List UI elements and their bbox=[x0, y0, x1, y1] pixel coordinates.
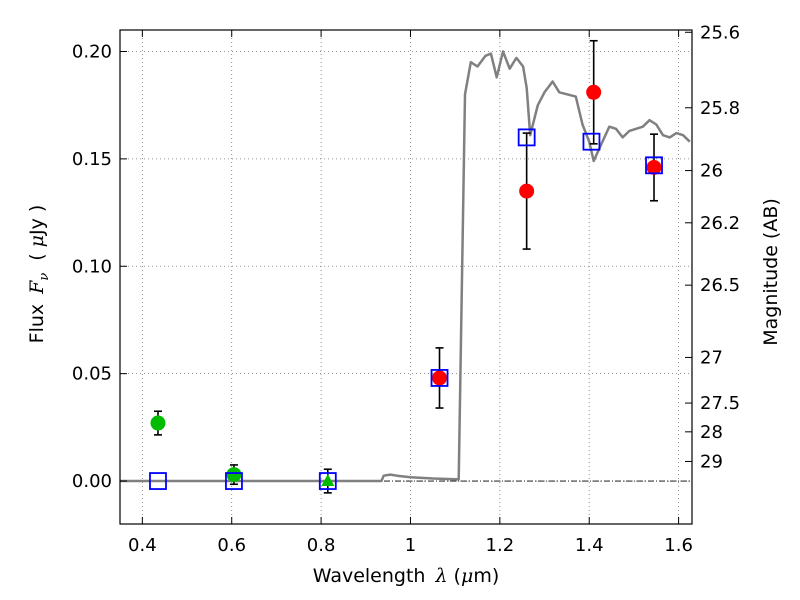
y-axis-label: FluxFν( μJy ) bbox=[26, 205, 52, 344]
y-tick-label: 0.20 bbox=[72, 41, 112, 62]
x-tick-label: 1 bbox=[405, 535, 416, 556]
x-tick-label: 1.4 bbox=[575, 535, 604, 556]
x-tick-label: 0.4 bbox=[128, 535, 157, 556]
model-point-square bbox=[149, 472, 167, 490]
y2-tick-label: 29 bbox=[700, 451, 723, 472]
model-point-square bbox=[582, 132, 601, 151]
data-points bbox=[149, 39, 663, 494]
data-point-circle bbox=[586, 84, 602, 100]
model-point-square bbox=[430, 369, 449, 387]
data-point-circle bbox=[646, 159, 662, 175]
axis-ticks: 0.4 0.6 0.8 1 1.2 1.4 1.6 0.00 0.05 0.10 0.15 0.20 2… bbox=[72, 22, 740, 556]
x-tick-label: 1.2 bbox=[486, 535, 515, 556]
y2-tick-label: 26.5 bbox=[700, 275, 740, 296]
grid-lines bbox=[120, 30, 692, 524]
y2-tick-label: 26.2 bbox=[700, 213, 740, 234]
template-spectrum-line bbox=[120, 50, 691, 483]
y-tick-label: 0.05 bbox=[72, 364, 112, 385]
model-point-square bbox=[225, 472, 243, 490]
data-point-circle bbox=[150, 415, 166, 431]
model-point-square bbox=[517, 128, 536, 147]
data-point-triangle bbox=[321, 474, 335, 487]
x-tick-label: 0.6 bbox=[217, 535, 246, 556]
model-point-square bbox=[318, 472, 337, 490]
x-tick-label: 0.8 bbox=[307, 535, 336, 556]
y2-tick-label: 25.6 bbox=[700, 22, 740, 43]
template-spectrum bbox=[120, 50, 691, 483]
y2-tick-label: 27 bbox=[700, 347, 723, 368]
plot-frame bbox=[119, 29, 693, 525]
data-point-circle bbox=[432, 370, 448, 386]
y2-axis-label: Magnitude (AB) bbox=[760, 198, 782, 346]
y2-tick-label: 25.8 bbox=[700, 98, 740, 119]
data-point-circle bbox=[519, 183, 535, 199]
x-axis-label: Wavelength λ (μm) bbox=[313, 565, 500, 587]
y-tick-label: 0.15 bbox=[72, 149, 112, 170]
y-tick-label: 0.00 bbox=[72, 471, 112, 492]
data-point-circle bbox=[226, 467, 242, 483]
y2-tick-label: 26 bbox=[700, 161, 723, 182]
y2-tick-label: 27.5 bbox=[700, 393, 740, 414]
y2-tick-label: 28 bbox=[700, 422, 723, 443]
x-tick-label: 1.6 bbox=[664, 535, 693, 556]
model-point-square bbox=[645, 156, 663, 175]
y-tick-label: 0.10 bbox=[72, 256, 112, 277]
